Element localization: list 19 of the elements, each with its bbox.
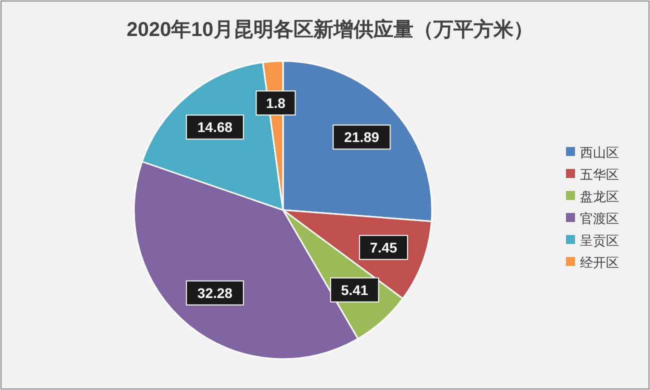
data-label: 1.8 (266, 94, 286, 111)
legend-label: 西山区 (580, 145, 619, 160)
label: 21.89 (332, 124, 391, 150)
legend-label: 经开区 (580, 255, 619, 270)
chart-title: 2020年10月昆明各区新增供应量（万平方米） (126, 18, 534, 41)
data-label: 32.28 (197, 284, 233, 301)
label: 7.45 (359, 234, 408, 260)
label: 14.68 (186, 114, 244, 140)
label: 1.8 (256, 90, 296, 116)
legend-label: 官渡区 (580, 211, 619, 226)
legend-label: 五华区 (580, 167, 619, 182)
label: 5.41 (330, 277, 380, 302)
data-label: 5.41 (340, 282, 368, 298)
data-label: 21.89 (344, 129, 380, 146)
legend-label: 呈贡区 (580, 233, 619, 248)
legend-label: 盘龙区 (580, 189, 619, 204)
label: 32.28 (186, 280, 244, 306)
data-label: 14.68 (197, 119, 233, 136)
data-label: 7.45 (370, 239, 398, 256)
